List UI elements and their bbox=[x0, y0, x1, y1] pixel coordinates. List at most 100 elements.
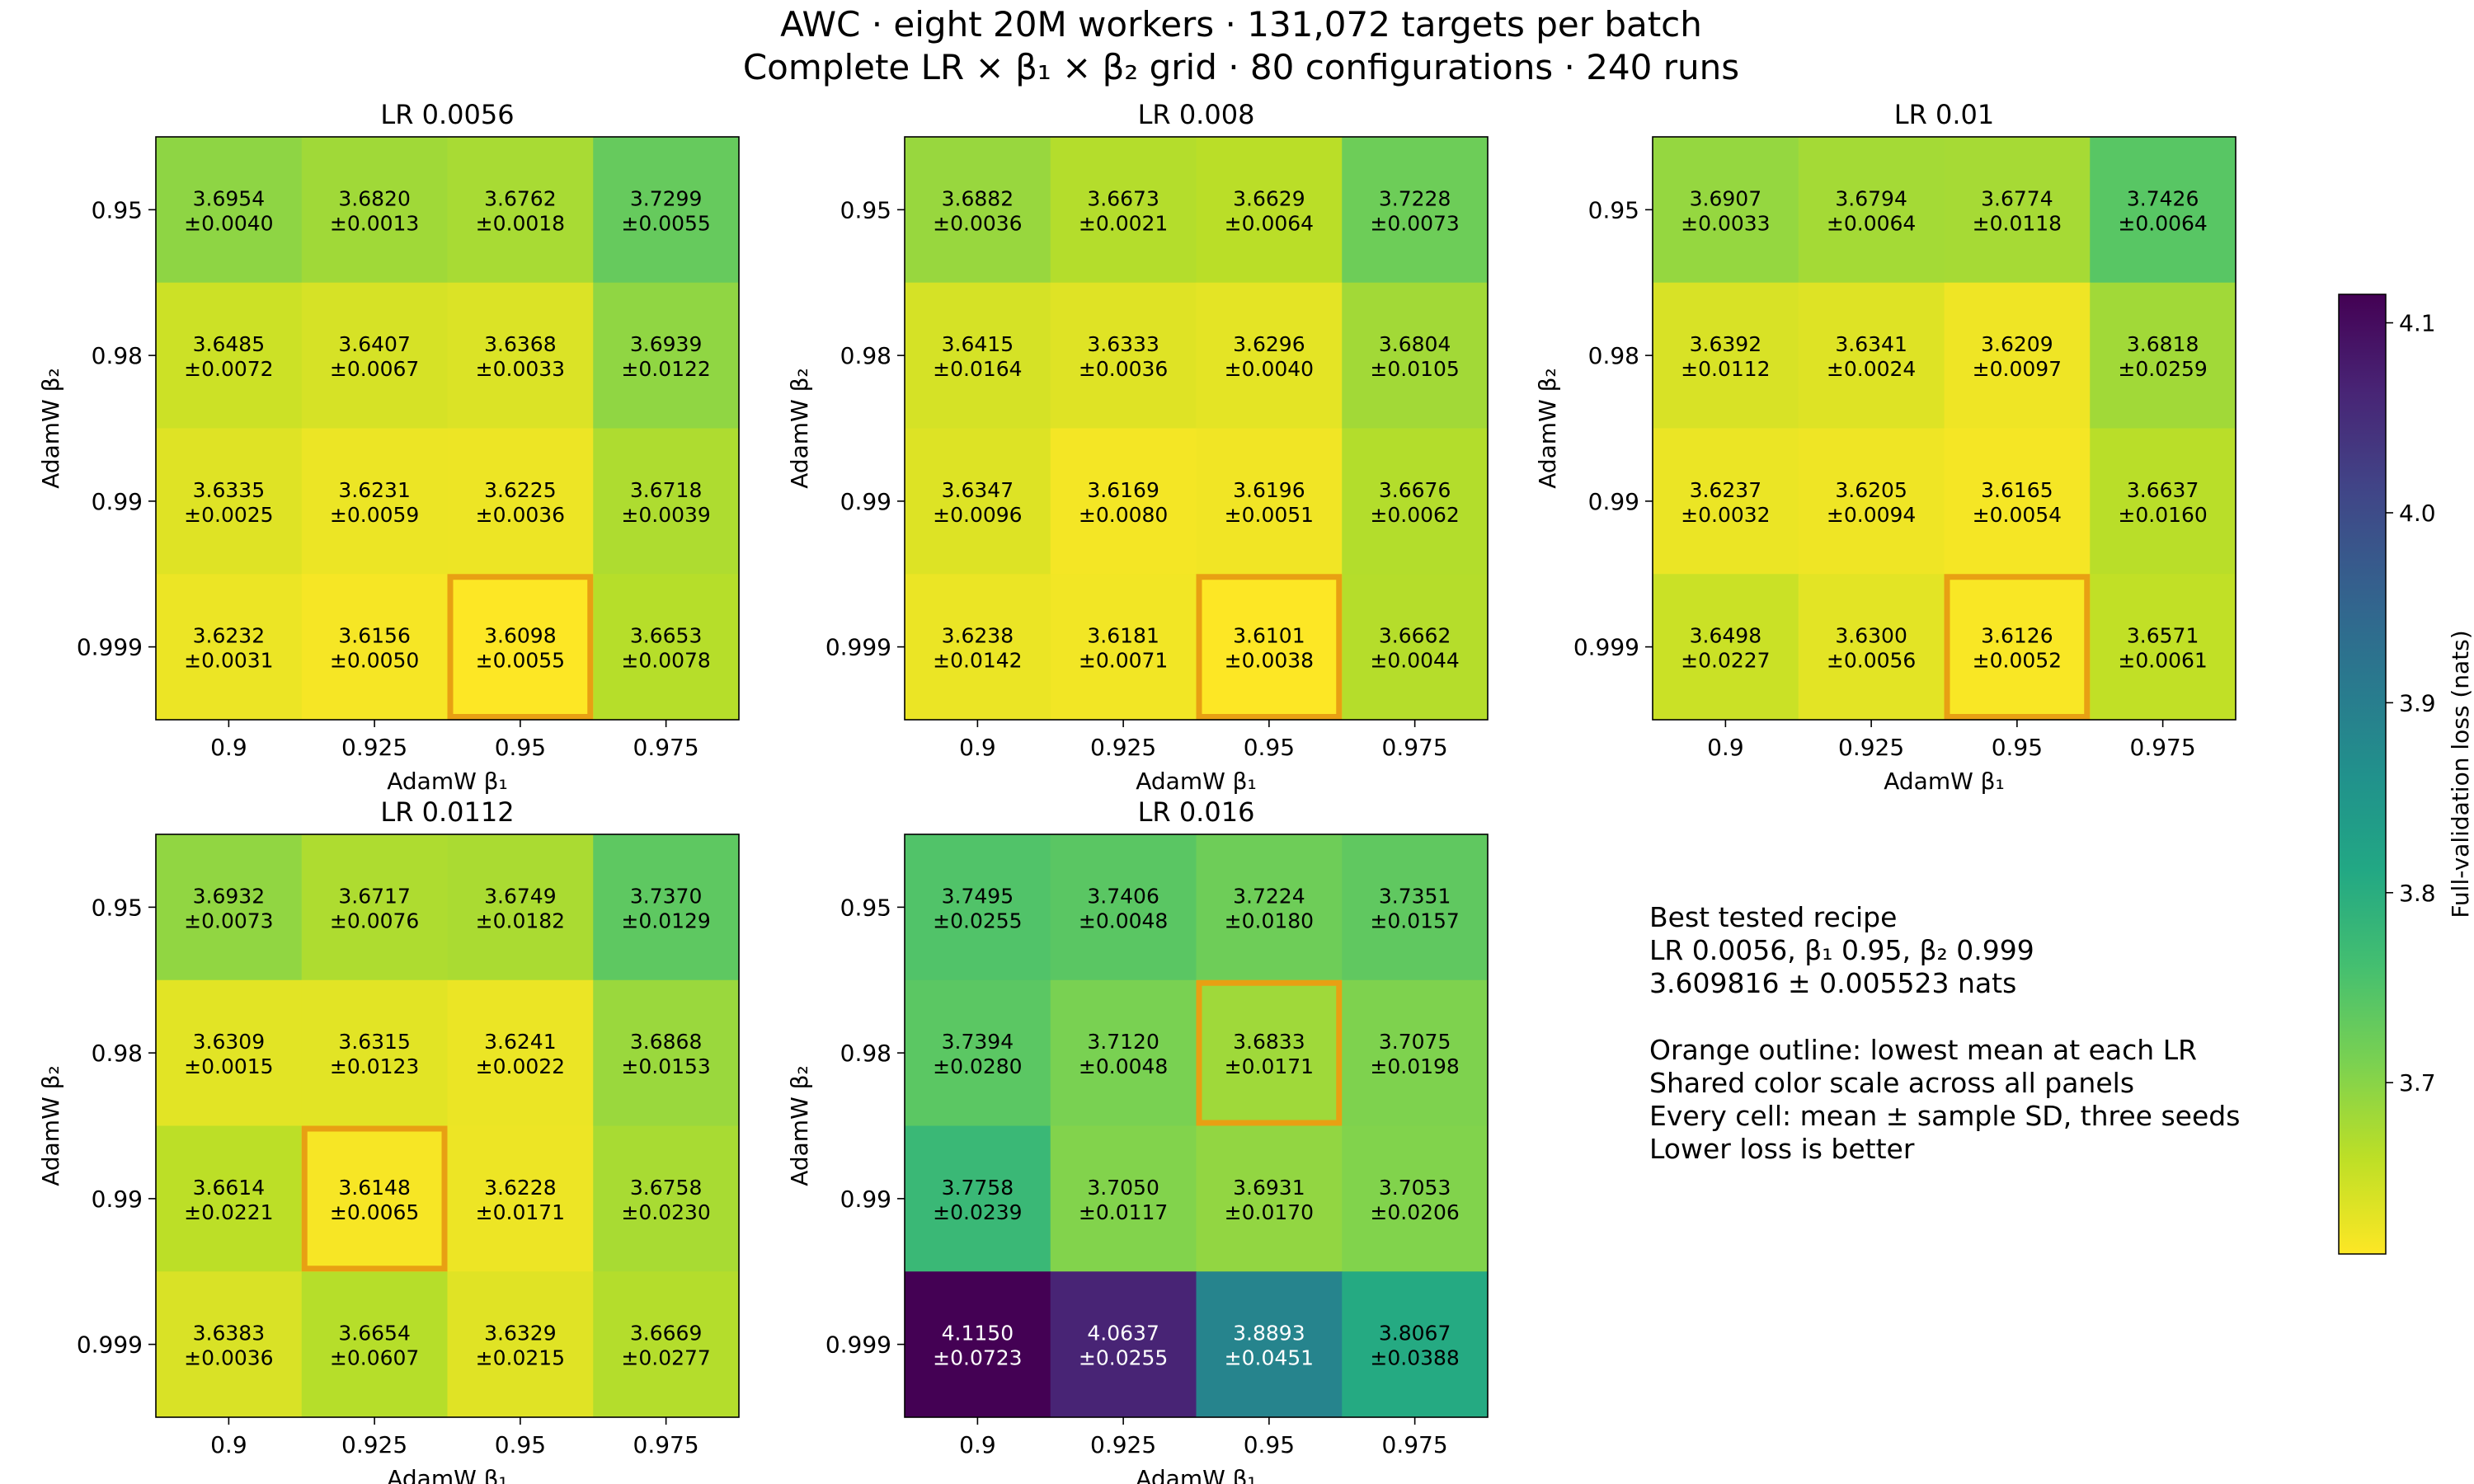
y-tick-label: 0.999 bbox=[825, 634, 891, 661]
cell-sd-label: ±0.0072 bbox=[184, 357, 273, 381]
cell-sd-label: ±0.0040 bbox=[184, 211, 273, 235]
panel-title: LR 0.0056 bbox=[380, 99, 514, 130]
heatmap-cell bbox=[301, 428, 448, 575]
heatmap-cell bbox=[593, 834, 740, 981]
cell-sd-label: ±0.0036 bbox=[1079, 357, 1168, 381]
cell-mean-label: 3.6205 bbox=[1835, 478, 1907, 502]
heatmap-cell bbox=[301, 574, 448, 721]
cell-mean-label: 3.7406 bbox=[1087, 884, 1159, 908]
cell-mean-label: 3.6794 bbox=[1835, 186, 1907, 210]
heatmap-cell bbox=[447, 1125, 594, 1272]
cell-mean-label: 3.7053 bbox=[1379, 1176, 1451, 1200]
cell-sd-label: ±0.0215 bbox=[476, 1346, 565, 1370]
cell-sd-label: ±0.0182 bbox=[476, 909, 565, 932]
x-tick-label: 0.925 bbox=[341, 1431, 407, 1458]
annotation-note-outline: Orange outline: lowest mean at each LR bbox=[1649, 1034, 2197, 1066]
y-tick-label: 0.98 bbox=[92, 342, 143, 369]
annotation-note-lower: Lower loss is better bbox=[1649, 1133, 1915, 1165]
cell-sd-label: ±0.0018 bbox=[476, 211, 565, 235]
cell-sd-label: ±0.0067 bbox=[330, 357, 419, 381]
heatmap-cell bbox=[905, 137, 1051, 284]
heatmap-cell bbox=[156, 428, 303, 575]
cell-mean-label: 3.7370 bbox=[630, 884, 702, 908]
y-tick-label: 0.98 bbox=[1588, 342, 1639, 369]
cell-sd-label: ±0.0171 bbox=[476, 1200, 565, 1224]
cell-sd-label: ±0.0076 bbox=[330, 909, 419, 932]
heatmap-cell bbox=[1342, 979, 1489, 1126]
cell-mean-label: 3.7075 bbox=[1379, 1030, 1451, 1054]
cell-mean-label: 3.6954 bbox=[193, 186, 265, 210]
heatmap-cell bbox=[905, 834, 1051, 981]
cell-sd-label: ±0.0031 bbox=[184, 649, 273, 673]
cell-sd-label: ±0.0277 bbox=[621, 1346, 710, 1370]
cell-sd-label: ±0.0021 bbox=[1079, 211, 1168, 235]
x-tick-label: 0.925 bbox=[341, 734, 407, 761]
cell-mean-label: 3.6241 bbox=[484, 1030, 556, 1054]
heatmap-cell bbox=[1653, 282, 1799, 429]
heatmap-cell bbox=[1196, 282, 1343, 429]
heatmap-cell bbox=[1050, 1271, 1197, 1418]
heatmap-cell bbox=[593, 1125, 740, 1272]
heatmap-cell bbox=[301, 1125, 448, 1272]
cell-sd-label: ±0.0160 bbox=[2118, 503, 2207, 527]
heatmap-panel: LR 0.0163.7495±0.02553.7406±0.00483.7224… bbox=[786, 796, 1489, 1484]
cell-mean-label: 3.6939 bbox=[630, 332, 702, 356]
heatmap-cell bbox=[301, 979, 448, 1126]
x-tick-label: 0.925 bbox=[1090, 1431, 1156, 1458]
y-axis-label: AdamW β₂ bbox=[786, 1065, 813, 1186]
annotation-note-cell: Every cell: mean ± sample SD, three seed… bbox=[1649, 1100, 2240, 1132]
x-axis-label: AdamW β₁ bbox=[387, 768, 508, 795]
heatmap-cell bbox=[1342, 137, 1489, 284]
cell-sd-label: ±0.0044 bbox=[1370, 649, 1459, 673]
cell-sd-label: ±0.0039 bbox=[621, 503, 710, 527]
y-tick-label: 0.999 bbox=[1573, 634, 1639, 661]
x-tick-label: 0.9 bbox=[959, 734, 996, 761]
heatmap-cell bbox=[447, 428, 594, 575]
heatmap-cell bbox=[905, 282, 1051, 429]
colorbar-gradient bbox=[2338, 294, 2387, 1255]
y-tick-label: 0.95 bbox=[1588, 196, 1639, 223]
heatmap-cell bbox=[2090, 428, 2236, 575]
heatmap-cell bbox=[1342, 428, 1489, 575]
cell-mean-label: 3.6820 bbox=[338, 186, 410, 210]
cell-sd-label: ±0.0180 bbox=[1225, 909, 1314, 932]
y-tick-label: 0.999 bbox=[825, 1331, 891, 1359]
cell-mean-label: 3.7299 bbox=[630, 186, 702, 210]
colorbar-label: Full-validation loss (nats) bbox=[2447, 630, 2474, 918]
cell-sd-label: ±0.0033 bbox=[1681, 211, 1770, 235]
cell-sd-label: ±0.0059 bbox=[330, 503, 419, 527]
cell-sd-label: ±0.0022 bbox=[476, 1054, 565, 1078]
cell-mean-label: 3.6749 bbox=[484, 884, 556, 908]
cell-sd-label: ±0.0206 bbox=[1370, 1200, 1459, 1224]
panel-frame bbox=[155, 834, 740, 1418]
heatmap-panel: LR 0.0112 3.6932±0.0073 3.6717±0.0076 3.674… bbox=[37, 796, 740, 1484]
cell-mean-label: 4.1150 bbox=[942, 1322, 1014, 1345]
cell-mean-label: 3.6653 bbox=[630, 624, 702, 648]
cell-sd-label: ±0.0056 bbox=[1827, 649, 1916, 673]
panel-title: LR 0.01 bbox=[1894, 99, 1994, 130]
heatmap-cell bbox=[447, 834, 594, 981]
x-tick-label: 0.95 bbox=[495, 1431, 546, 1458]
cell-sd-label: ±0.0052 bbox=[1973, 649, 2062, 673]
y-tick-label: 0.98 bbox=[840, 1040, 891, 1067]
x-tick-label: 0.925 bbox=[1838, 734, 1904, 761]
cell-mean-label: 3.6181 bbox=[1087, 624, 1159, 648]
x-tick-label: 0.975 bbox=[1382, 734, 1448, 761]
heatmap-cell bbox=[593, 1271, 740, 1418]
cell-sd-label: ±0.0013 bbox=[330, 211, 419, 235]
cell-mean-label: 3.6932 bbox=[193, 884, 265, 908]
cell-mean-label: 3.6341 bbox=[1835, 332, 1907, 356]
heatmap-cell bbox=[156, 137, 303, 284]
cell-sd-label: ±0.0096 bbox=[933, 503, 1022, 527]
heatmap-cell bbox=[593, 979, 740, 1126]
cell-mean-label: 3.6774 bbox=[1981, 186, 2053, 210]
cell-mean-label: 3.6165 bbox=[1981, 478, 2053, 502]
x-tick-label: 0.975 bbox=[2130, 734, 2196, 761]
heatmap-panels: LR 0.00563.6954±0.00403.6820±0.00133.676… bbox=[37, 99, 2236, 1484]
best-recipe-annotation: Best tested recipe LR 0.0056, β₁ 0.95, β… bbox=[1649, 901, 2240, 1165]
cell-mean-label: 3.6392 bbox=[1690, 332, 1761, 356]
heatmap-cell bbox=[156, 834, 303, 981]
cell-sd-label: ±0.0036 bbox=[184, 1346, 273, 1370]
y-axis-label: AdamW β₂ bbox=[1534, 368, 1561, 489]
